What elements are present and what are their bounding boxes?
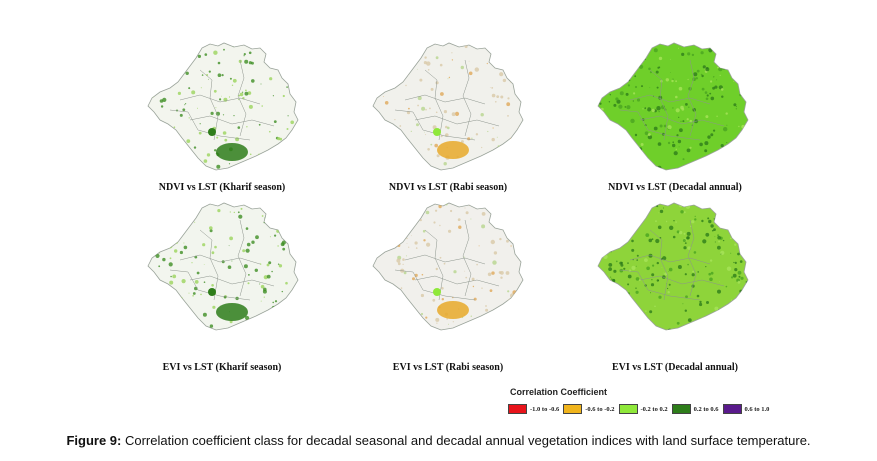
class-patch — [433, 288, 441, 296]
class-patch — [216, 143, 248, 161]
legend-label: -0.6 to -0.2 — [585, 405, 615, 413]
district-boundary — [424, 229, 444, 301]
region-fill — [597, 202, 749, 331]
district-boundary — [199, 229, 219, 301]
region-outline — [147, 42, 299, 171]
legend-item: -1.0 to -0.6 — [508, 404, 559, 414]
district-boundary — [169, 109, 251, 141]
district-boundary — [169, 269, 251, 301]
class-patch — [208, 128, 216, 136]
district-boundary — [629, 254, 711, 265]
region-outline — [147, 202, 299, 331]
region-fill — [147, 202, 299, 331]
district-boundary — [199, 69, 219, 141]
district-boundary — [619, 269, 701, 301]
legend-title: Correlation Coefficient — [510, 387, 608, 397]
district-boundary — [179, 254, 261, 265]
district-boundary — [649, 229, 669, 301]
district-boundary — [237, 59, 247, 137]
district-boundary — [687, 219, 697, 297]
district-boundary — [462, 59, 472, 137]
region-fill — [372, 202, 524, 331]
legend-label: -0.2 to 0.2 — [640, 405, 668, 413]
district-boundary — [639, 275, 725, 287]
map-graphic — [597, 42, 749, 171]
map-graphic — [147, 202, 299, 331]
district-boundary — [394, 109, 476, 141]
legend-item: -0.6 to -0.2 — [563, 404, 615, 414]
district-boundary — [639, 115, 725, 127]
panel-caption-5: EVI vs LST (Rabi season) — [392, 362, 504, 373]
district-boundary — [414, 115, 500, 127]
class-patch — [216, 303, 248, 321]
legend-item: 0.6 to 1.0 — [722, 404, 770, 414]
district-boundary — [404, 94, 486, 105]
class-patch — [433, 128, 441, 136]
district-boundary — [404, 254, 486, 265]
legend: Correlation Coefficient -1.0 to -0.6 -0.… — [508, 387, 808, 419]
map-ndvi-decadal — [590, 40, 760, 175]
region-outline — [597, 202, 749, 331]
region-outline — [597, 42, 749, 171]
map-evi-decadal — [590, 200, 760, 335]
region-outline — [372, 42, 524, 171]
district-boundary — [462, 219, 472, 297]
region-fill — [147, 42, 299, 171]
map-graphic — [372, 42, 524, 171]
district-boundary — [189, 275, 275, 287]
district-boundary — [394, 269, 476, 301]
legend-swatch — [563, 404, 583, 414]
map-evi-rabi — [365, 200, 535, 335]
legend-swatch — [618, 404, 638, 414]
panel-caption-1: NDVI vs LST (Kharif season) — [158, 182, 286, 193]
figure-caption: Figure 9: Correlation coefficient class … — [0, 433, 877, 448]
class-patch — [437, 301, 469, 319]
map-ndvi-rabi — [365, 40, 535, 175]
figure-label: Figure 9: — [66, 433, 122, 448]
figure-text: Correlation coefficient class for decada… — [121, 433, 811, 448]
district-boundary — [649, 69, 669, 141]
map-evi-kharif — [140, 200, 310, 335]
panel-caption-6: EVI vs LST (Decadal annual) — [612, 362, 738, 373]
region-fill — [372, 42, 524, 171]
legend-swatch — [722, 404, 742, 414]
district-boundary — [619, 109, 701, 141]
legend-label: -1.0 to -0.6 — [530, 405, 560, 413]
district-boundary — [687, 59, 697, 137]
region-fill — [597, 42, 749, 171]
map-graphic — [372, 202, 524, 331]
legend-item: 0.2 to 0.6 — [671, 404, 719, 414]
panel-caption-2: NDVI vs LST (Rabi season) — [388, 182, 508, 193]
panel-caption-4: EVI vs LST (Kharif season) — [162, 362, 282, 373]
region-outline — [372, 202, 524, 331]
district-boundary — [179, 94, 261, 105]
district-boundary — [189, 115, 275, 127]
district-boundary — [424, 69, 444, 141]
class-patch — [208, 288, 216, 296]
class-patch — [437, 141, 469, 159]
legend-label: 0.2 to 0.6 — [693, 405, 719, 413]
panel-caption-3: NDVI vs LST (Decadal annual) — [608, 182, 742, 193]
legend-item: -0.2 to 0.2 — [618, 404, 668, 414]
legend-items: -1.0 to -0.6 -0.6 to -0.2 -0.2 to 0.2 0.… — [508, 404, 773, 414]
district-boundary — [237, 219, 247, 297]
district-boundary — [414, 275, 500, 287]
map-graphic — [597, 202, 749, 331]
map-graphic — [147, 42, 299, 171]
district-boundary — [629, 94, 711, 105]
legend-swatch — [671, 404, 691, 414]
legend-swatch — [508, 404, 527, 414]
legend-label: 0.6 to 1.0 — [744, 405, 770, 413]
map-ndvi-kharif — [140, 40, 310, 175]
